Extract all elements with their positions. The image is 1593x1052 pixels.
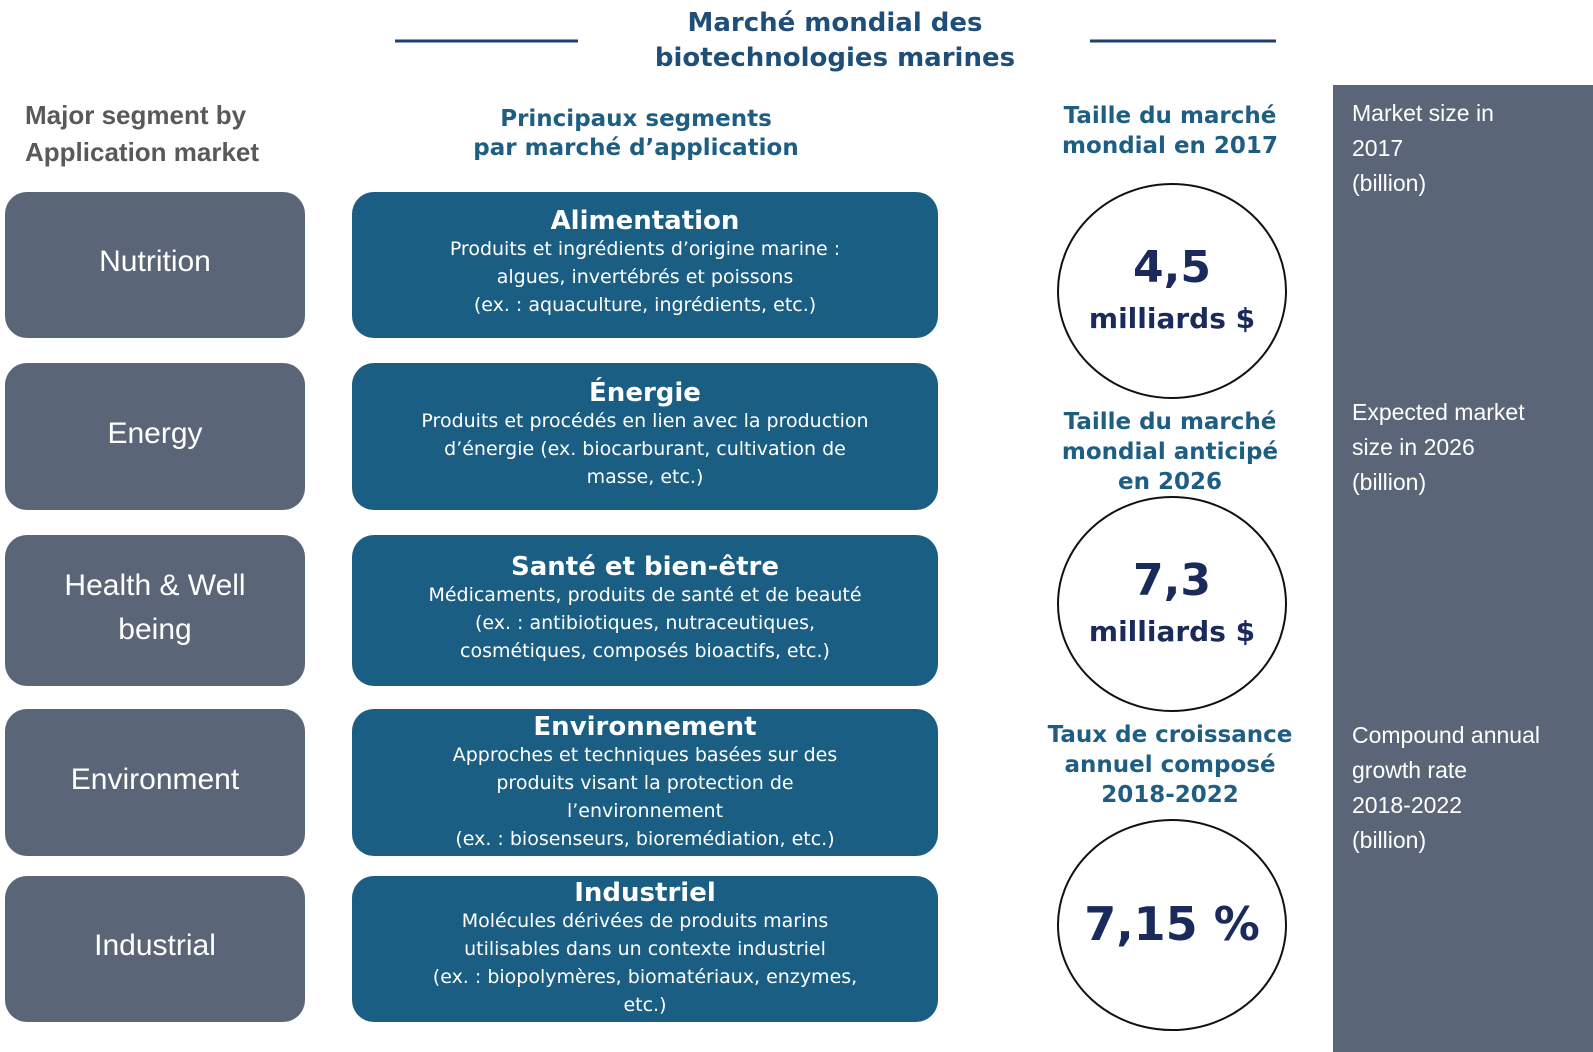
segment-label: Health & Well: [64, 568, 246, 602]
metric-heading: Taille du marché: [1063, 409, 1277, 435]
segment-box: [352, 192, 938, 338]
segment-label: Nutrition: [99, 245, 211, 278]
segment-title: Santé et bien-être: [511, 551, 779, 582]
segment-label: Industrial: [94, 929, 216, 962]
metric-note: 2018-2022: [1352, 792, 1462, 818]
metric-circle: [1057, 819, 1287, 1031]
segment-box: [352, 876, 938, 1022]
segment-label-box: [5, 363, 305, 510]
segment-description: (ex. : antibiotiques, nutraceutiques,: [474, 611, 816, 634]
middle-header: par marché d’application: [473, 135, 799, 161]
title: Marché mondial des: [687, 8, 983, 38]
segment-description: (ex. : biopolymères, biomatériaux, enzym…: [432, 966, 858, 988]
segment-title: Industriel: [574, 878, 716, 908]
segment-description: produits visant la protection de: [496, 771, 794, 794]
metric-note: 2017: [1352, 135, 1404, 161]
segment-description: Médicaments, produits de santé et de bea…: [428, 583, 862, 606]
metric-note: Compound annual: [1352, 722, 1540, 748]
segment-title: Énergie: [589, 377, 701, 408]
side-panel: [1333, 85, 1593, 1052]
metric-heading: mondial anticipé: [1061, 439, 1279, 465]
segment-label: Energy: [107, 416, 203, 450]
segment-label: Environment: [70, 762, 240, 796]
left-header: Application market: [25, 137, 260, 167]
metric-heading: en 2026: [1118, 469, 1222, 495]
middle-header: Principaux segments: [500, 106, 772, 132]
segment-label: being: [118, 612, 192, 646]
metric-heading: Taille du marché: [1063, 103, 1277, 129]
segment-label-box: [5, 709, 305, 856]
metric-note: (billion): [1352, 827, 1427, 853]
metric-value: 7,3: [1133, 555, 1211, 606]
segment-description: (ex. : aquaculture, ingrédients, etc.): [473, 294, 817, 316]
segment-description: masse, etc.): [586, 465, 704, 488]
segment-description: (ex. : biosenseurs, bioremédiation, etc.…: [455, 827, 835, 850]
segment-label-box: [5, 876, 305, 1022]
metric-unit: milliards $: [1088, 615, 1256, 648]
segment-label-box: [5, 192, 305, 338]
segment-description: Produits et ingrédients d’origine marine…: [449, 238, 841, 260]
metric-note: size in 2026: [1352, 434, 1475, 460]
segment-description: utilisables dans un contexte industriel: [464, 938, 826, 960]
segment-title: Environnement: [533, 711, 757, 742]
segment-label-box: [5, 535, 305, 686]
metric-note: growth rate: [1352, 757, 1468, 783]
segment-box: [352, 363, 938, 510]
left-header: Major segment by: [25, 100, 247, 130]
metric-value: 4,5: [1133, 242, 1211, 293]
metric-heading: Taux de croissance: [1047, 722, 1293, 748]
metric-circle: [1057, 496, 1287, 712]
metric-note: Expected market: [1352, 399, 1525, 425]
segment-description: Approches et techniques basées sur des: [452, 743, 838, 766]
segment-description: Molécules dérivées de produits marins: [461, 910, 829, 932]
segment-description: d’énergie (ex. biocarburant, cultivation…: [444, 437, 846, 460]
segment-description: l’environnement: [566, 799, 724, 822]
segment-description: Produits et procédés en lien avec la pro…: [421, 409, 869, 432]
segment-box: [352, 535, 938, 686]
segment-box: [352, 709, 938, 856]
segment-description: etc.): [623, 994, 667, 1016]
metric-note: Market size in: [1352, 100, 1494, 126]
metric-heading: 2018-2022: [1101, 782, 1239, 808]
metric-note: (billion): [1352, 469, 1427, 495]
metric-unit: milliards $: [1088, 302, 1256, 335]
metric-heading: mondial en 2017: [1062, 133, 1278, 159]
metric-value: 7,15 %: [1084, 897, 1260, 951]
metric-circle: [1057, 183, 1287, 399]
metric-note: (billion): [1352, 170, 1427, 196]
segment-description: cosmétiques, composés bioactifs, etc.): [460, 639, 830, 662]
segment-title: Alimentation: [550, 206, 740, 236]
title: biotechnologies marines: [654, 43, 1016, 73]
metric-heading: annuel composé: [1064, 752, 1276, 778]
segment-description: algues, invertébrés et poissons: [496, 266, 794, 288]
